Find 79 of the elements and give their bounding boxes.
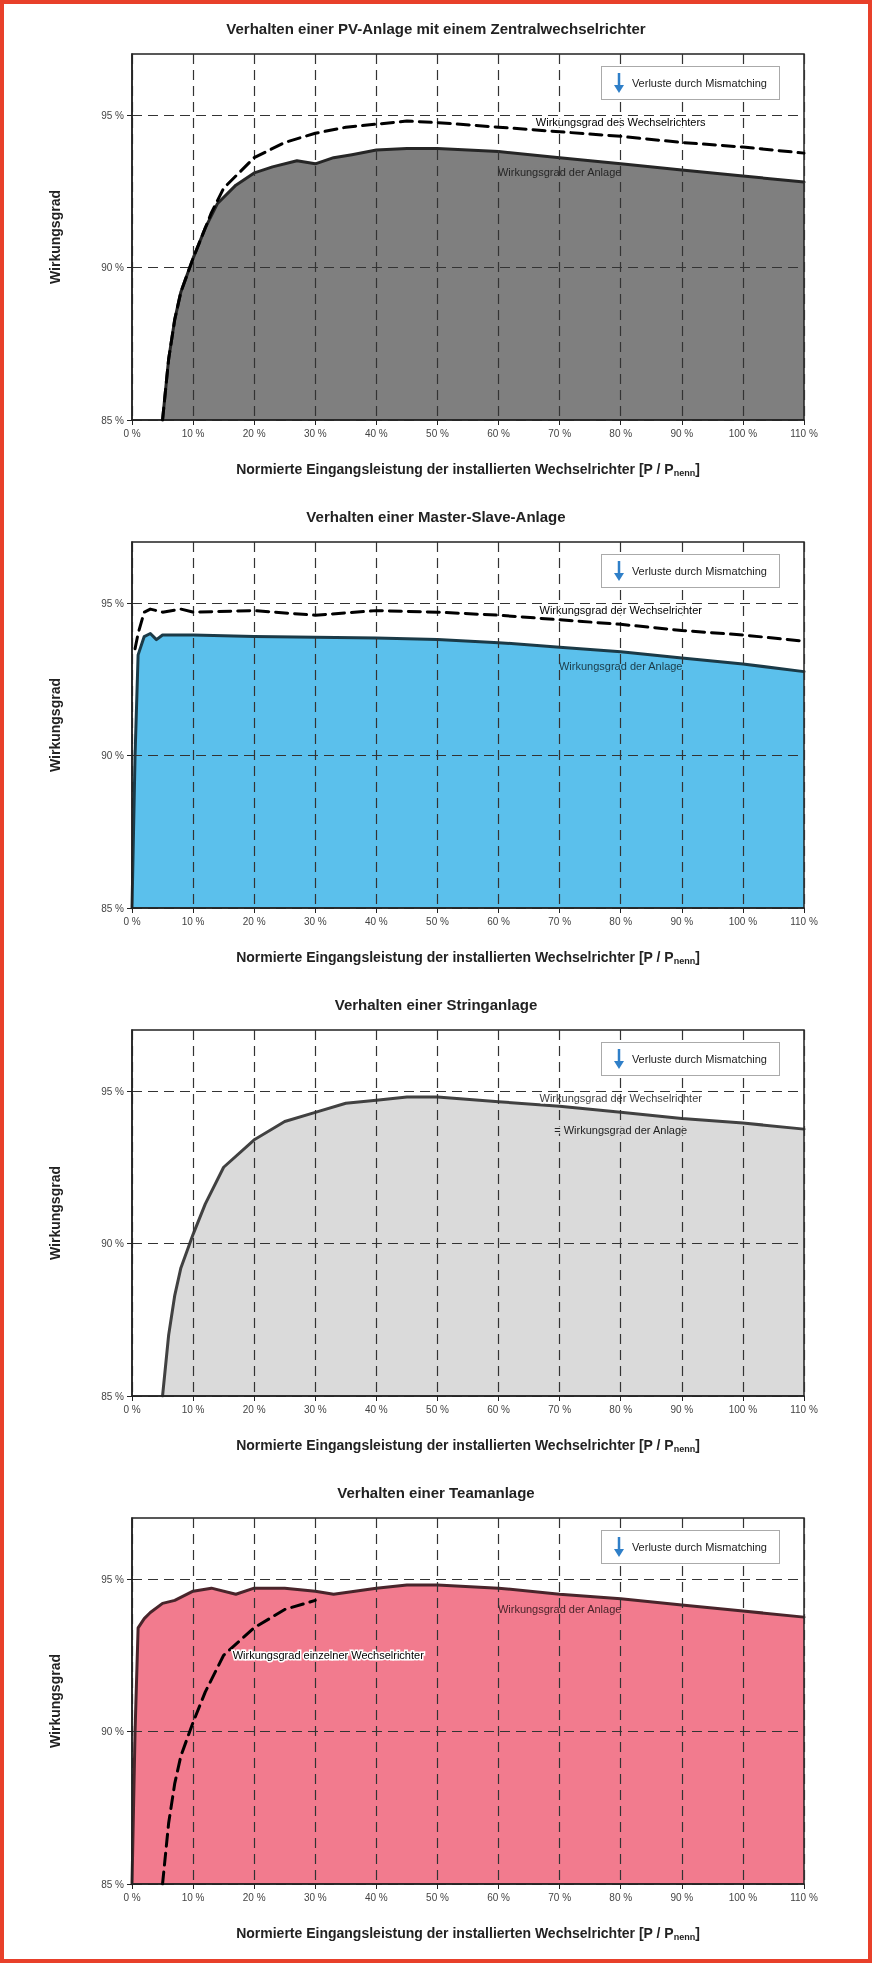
x-tick-label: 50 % — [426, 1891, 449, 1903]
x-tick-label: 40 % — [364, 1403, 388, 1415]
x-tick-label: 40 % — [364, 1891, 388, 1903]
x-tick-label: 0 % — [123, 427, 141, 439]
x-tick-label: 110 % — [790, 1891, 818, 1903]
note-box: Verluste durch Mismatching — [600, 1042, 780, 1076]
annotation: Verluste durch Mismatching — [631, 1053, 767, 1065]
y-tick-label: 90 % — [101, 750, 125, 761]
x-tick-label: 110 % — [790, 1403, 818, 1415]
annotation: Verluste durch Mismatching — [631, 565, 767, 577]
x-tick-label: 80 % — [609, 915, 633, 927]
x-tick-label: 90 % — [670, 427, 694, 439]
y-tick-label: 90 % — [101, 1238, 125, 1249]
y-tick-label: 85 % — [101, 1390, 125, 1402]
x-tick-label: 100 % — [728, 1403, 758, 1415]
annotation: Verluste durch Mismatching — [631, 1541, 767, 1553]
x-tick-label: 80 % — [609, 427, 633, 439]
x-tick-label: 60 % — [487, 1403, 511, 1415]
x-tick-label: 60 % — [487, 915, 511, 927]
x-tick-label: 90 % — [670, 915, 694, 927]
series-label: Wirkungsgrad der Anlage — [558, 660, 683, 673]
series-label: Wirkungsgrad der Anlage — [497, 1602, 622, 1615]
y-tick-label: 95 % — [101, 597, 125, 609]
x-tick-label: 70 % — [548, 427, 572, 439]
x-tick-label: 10 % — [181, 1403, 205, 1415]
x-tick-label: 60 % — [487, 1891, 511, 1903]
x-tick-label: 90 % — [670, 1891, 694, 1903]
chart-title: Verhalten einer Master-Slave-Anlage — [306, 508, 566, 525]
x-tick-label: 30 % — [303, 1403, 327, 1415]
y-tick-label: 95 % — [101, 109, 125, 121]
y-tick-label: 95 % — [101, 1573, 125, 1585]
x-tick-label: 70 % — [548, 915, 572, 927]
y-tick-label: 95 % — [101, 1085, 125, 1097]
x-tick-label: 20 % — [242, 915, 266, 927]
x-tick-label: 90 % — [670, 1403, 694, 1415]
x-tick-label: 50 % — [426, 915, 449, 927]
y-axis-title: Wirkungsgrad — [47, 1166, 63, 1260]
x-tick-label: 10 % — [181, 915, 205, 927]
note-box: Verluste durch Mismatching — [600, 1530, 780, 1564]
x-tick-label: 40 % — [364, 427, 388, 439]
x-tick-label: 60 % — [487, 427, 511, 439]
x-tick-label: 20 % — [242, 427, 266, 439]
x-tick-label: 100 % — [728, 1891, 758, 1903]
note-box: Verluste durch Mismatching — [600, 66, 780, 100]
x-tick-label: 10 % — [181, 427, 205, 439]
x-tick-label: 30 % — [303, 427, 327, 439]
x-tick-label: 70 % — [548, 1891, 572, 1903]
y-tick-label: 90 % — [101, 262, 125, 273]
chart-title: Verhalten einer Teamanlage — [337, 1484, 535, 1501]
x-tick-label: 110 % — [790, 915, 818, 927]
x-tick-label: 20 % — [242, 1403, 266, 1415]
y-axis-title: Wirkungsgrad — [47, 1654, 63, 1748]
x-tick-label: 10 % — [181, 1891, 205, 1903]
y-axis-title: Wirkungsgrad — [47, 678, 63, 772]
y-tick-label: 85 % — [101, 414, 125, 426]
x-tick-label: 100 % — [728, 915, 758, 927]
y-axis-title: Wirkungsgrad — [47, 190, 63, 284]
x-tick-label: 0 % — [123, 1403, 141, 1415]
x-tick-label: 100 % — [728, 427, 758, 439]
x-tick-label: 50 % — [426, 1403, 449, 1415]
y-tick-label: 85 % — [101, 1878, 125, 1890]
chart-title: Verhalten einer PV-Anlage mit einem Zentralwechselrichter — [226, 20, 646, 37]
x-tick-label: 40 % — [364, 915, 388, 927]
x-tick-label: 80 % — [609, 1891, 633, 1903]
x-tick-label: 70 % — [548, 1403, 572, 1415]
x-tick-label: 110 % — [790, 427, 818, 439]
x-tick-label: 0 % — [123, 1891, 141, 1903]
note-box: Verluste durch Mismatching — [600, 554, 780, 588]
x-tick-label: 80 % — [609, 1403, 633, 1415]
y-tick-label: 90 % — [101, 1726, 125, 1737]
annotation: Verluste durch Mismatching — [631, 77, 767, 89]
x-tick-label: 20 % — [242, 1891, 266, 1903]
x-tick-label: 30 % — [303, 915, 327, 927]
x-tick-label: 30 % — [303, 1891, 327, 1903]
x-tick-label: 50 % — [426, 427, 449, 439]
x-tick-label: 0 % — [123, 915, 141, 927]
chart-title: Verhalten einer Stringanlage — [334, 996, 538, 1013]
series-label: Wirkungsgrad einzelner Wechselrichter — [232, 1649, 425, 1662]
y-tick-label: 85 % — [101, 902, 125, 914]
